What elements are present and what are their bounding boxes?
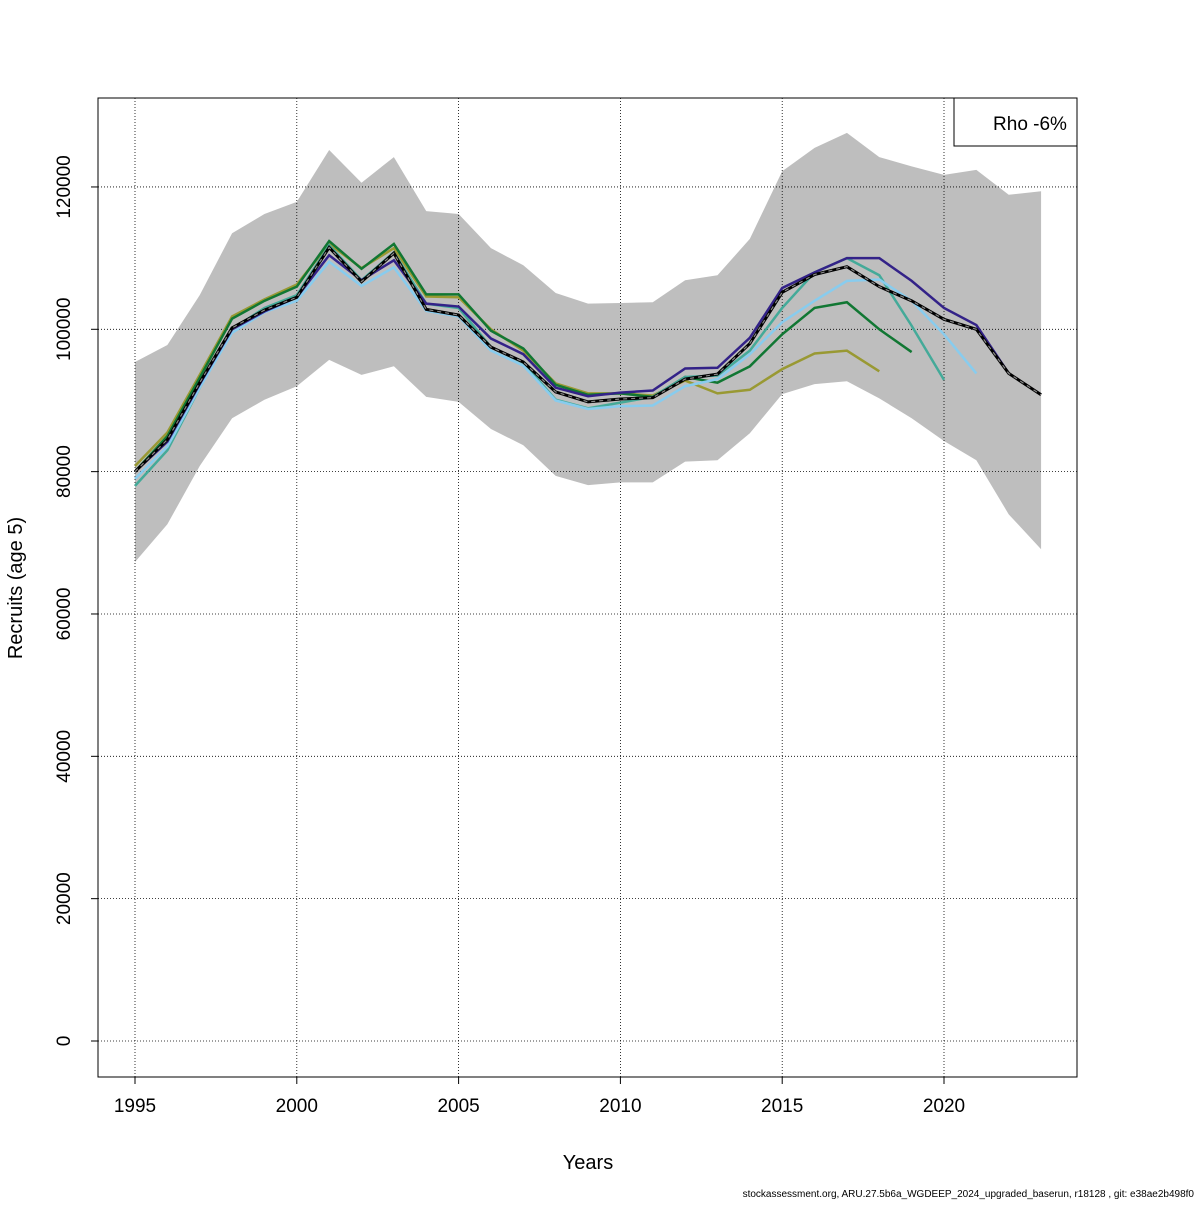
y-tick-label: 20000 [54, 872, 75, 925]
x-tick-label: 2010 [599, 1096, 641, 1117]
x-tick-label: 2005 [437, 1096, 479, 1117]
x-tick-label: 2000 [276, 1096, 318, 1117]
y-tick-label: 120000 [54, 155, 75, 218]
x-tick-label: 2020 [923, 1096, 965, 1117]
legend-text: Rho -6% [993, 114, 1067, 135]
y-tick-label: 80000 [54, 445, 75, 498]
y-tick-label: 100000 [54, 298, 75, 361]
y-axis-label: Recruits (age 5) [5, 517, 27, 659]
x-tick-label: 1995 [114, 1096, 156, 1117]
y-tick-label: 40000 [54, 730, 75, 783]
legend-box [953, 97, 1078, 147]
y-tick-label: 0 [54, 1036, 75, 1047]
confidence-band [135, 132, 1042, 563]
series-base-dash [134, 246, 1042, 473]
series-peel-4-line [134, 239, 913, 473]
footer-text: stockassessment.org, ARU.27.5b6a_WGDEEP_… [743, 1189, 1195, 1200]
series-peel-2-line [134, 259, 978, 480]
x-tick-label: 2015 [761, 1096, 803, 1117]
x-axis-label: Years [563, 1152, 613, 1174]
y-tick-label: 60000 [54, 588, 75, 641]
plot-frame [97, 97, 1078, 1078]
